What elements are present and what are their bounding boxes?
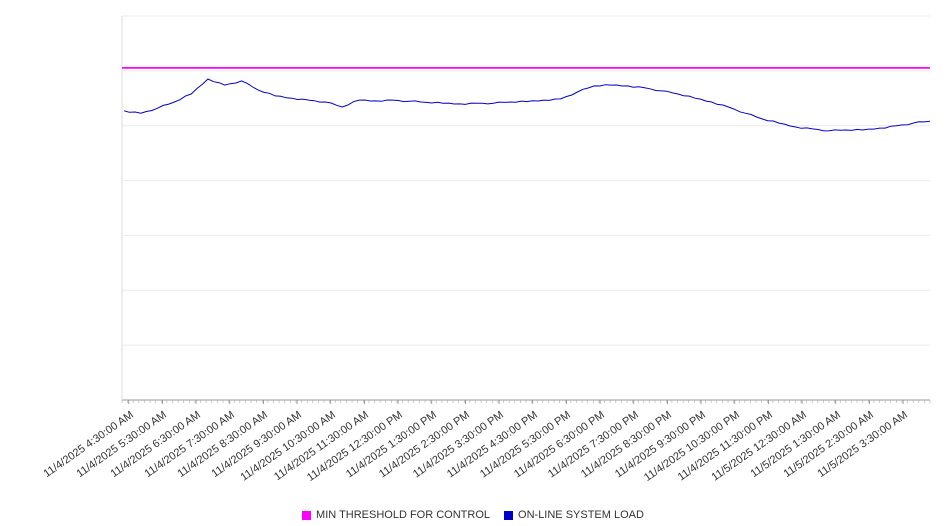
legend-label-load: ON-LINE SYSTEM LOAD: [518, 509, 644, 521]
legend-item-load[interactable]: ON-LINE SYSTEM LOAD: [504, 509, 644, 521]
legend-label-threshold: MIN THRESHOLD FOR CONTROL: [316, 509, 491, 521]
legend: MIN THRESHOLD FOR CONTROL ON-LINE SYSTEM…: [0, 509, 946, 521]
legend-item-threshold[interactable]: MIN THRESHOLD FOR CONTROL: [302, 509, 490, 521]
load-swatch-icon: [504, 510, 514, 520]
threshold-swatch-icon: [302, 510, 312, 520]
line-chart: [121, 15, 931, 404]
